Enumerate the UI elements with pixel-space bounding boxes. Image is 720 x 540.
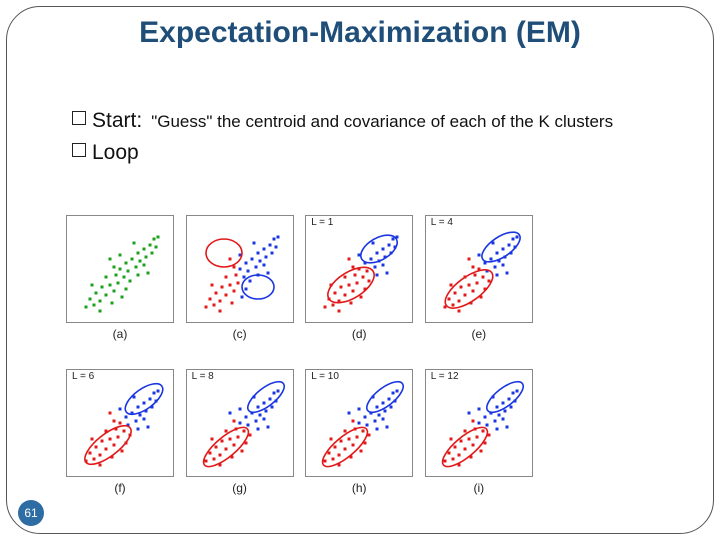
panel-caption: (i) xyxy=(425,481,533,495)
panel-caption: (h) xyxy=(305,481,413,495)
panel-caption: (a) xyxy=(66,327,174,341)
panel-iteration-label: L = 6 xyxy=(72,371,94,382)
figure-panel: (a) xyxy=(66,215,174,347)
figure-panel: L = 12 (i) xyxy=(425,369,533,501)
panel-caption: (f) xyxy=(66,481,174,495)
bullet-box-icon xyxy=(72,111,86,125)
panel-caption: (e) xyxy=(425,327,533,341)
panel-caption: (c) xyxy=(186,327,294,341)
panel-iteration-label: L = 12 xyxy=(431,371,459,382)
bullet-list: Start: "Guess" the centroid and covarian… xyxy=(72,108,680,173)
bullet-box-icon xyxy=(72,143,86,157)
figure-panel: L = 4 (e) xyxy=(425,215,533,347)
slide-title: Expectation-Maximization (EM) xyxy=(0,16,720,50)
panel-iteration-label: L = 8 xyxy=(192,371,214,382)
bullet-loop: Loop xyxy=(72,140,680,166)
page-number-badge: 61 xyxy=(18,500,44,526)
panel-caption: (g) xyxy=(186,481,294,495)
figure-panel: L = 6 (f) xyxy=(66,369,174,501)
page-number: 61 xyxy=(24,506,37,520)
bullet-start: Start: "Guess" the centroid and covarian… xyxy=(72,108,680,134)
bullet-start-lead: Start: xyxy=(92,109,142,132)
figure-panel: L = 10 (h) xyxy=(305,369,413,501)
panel-iteration-label: L = 1 xyxy=(311,217,333,228)
bullet-loop-lead: Loop xyxy=(92,140,139,166)
bullet-start-rest: "Guess" the centroid and covariance of e… xyxy=(151,112,613,131)
figure-panel: L = 8 (g) xyxy=(186,369,294,501)
panel-iteration-label: L = 10 xyxy=(311,371,339,382)
panel-iteration-label: L = 4 xyxy=(431,217,453,228)
figure-grid: (a)(c)L = 1(d)L = 4(e)L = 6(f)L = 8(g)L … xyxy=(66,215,654,501)
panel-caption: (d) xyxy=(305,327,413,341)
figure-panel: L = 1 (d) xyxy=(305,215,413,347)
figure-panel: (c) xyxy=(186,215,294,347)
